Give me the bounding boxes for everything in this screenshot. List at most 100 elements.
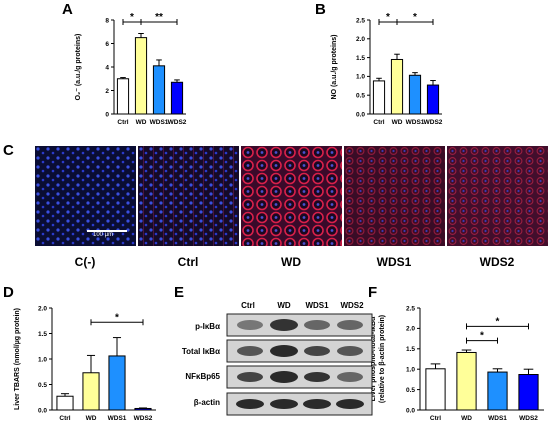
y-tick-label: 0.5	[406, 387, 415, 394]
blot-row-p-ikba: p-IκBα	[195, 322, 220, 331]
blot-row-nfkbp65: NFκBp65	[185, 372, 220, 381]
blot-row-total-ikba: Total IκBα	[181, 347, 220, 356]
category-label: Ctrl	[430, 415, 441, 422]
panel-letter-e: E	[174, 284, 185, 301]
y-tick-label: 1.0	[406, 367, 415, 374]
panel-letter-c: C	[3, 142, 14, 159]
bar-wd	[456, 351, 477, 411]
y-tick-label: 0.0	[38, 407, 47, 414]
bar-wd	[82, 372, 100, 411]
category-label: WDS2	[168, 119, 187, 126]
y-tick-label: 1.5	[38, 331, 47, 338]
y-tick-label: 1.0	[38, 356, 47, 363]
category-label: WD	[136, 119, 147, 126]
chart-d: 0.0 0.5 1.0 1.5 2.0 Liver TBARS (nmol/µg prot…	[14, 305, 156, 422]
bar-wd	[134, 37, 148, 115]
category-label: Ctrl	[117, 119, 128, 126]
bar-wds2	[518, 374, 539, 411]
chart-b: 0.0 0.5 1.0 1.5 2.0 2.5 NO (a.u./g proteins) Ct…	[331, 12, 443, 126]
y-tick-label: 2.0	[38, 305, 47, 312]
micro-svg-c-neg	[35, 146, 136, 246]
bar-wds2	[426, 84, 440, 115]
micro-label-ctrl: Ctrl	[177, 255, 199, 269]
category-label: WD	[86, 415, 97, 422]
category-label: Ctrl	[373, 119, 384, 126]
bar-ctrl	[425, 368, 446, 411]
bar-wds2	[134, 407, 152, 411]
panel-letter-a: A	[62, 1, 73, 18]
blot-lane-wd: WD	[277, 301, 291, 310]
micro-label-c-neg: C(-)	[74, 255, 96, 269]
micro-svg-wds1	[344, 146, 445, 246]
blot-row-b-actin: β-actin	[193, 398, 220, 407]
category-label: WDS2	[134, 415, 153, 422]
bar-wd	[390, 58, 404, 115]
micro-label-wds2: WDS2	[479, 255, 515, 269]
category-label: WD	[461, 415, 472, 422]
micro-image-wd	[241, 146, 342, 246]
y-tick-label: 0	[105, 111, 109, 118]
y-tick-label: 2.0	[356, 36, 365, 43]
bar-wds2	[170, 81, 184, 115]
category-label: WDS2	[424, 119, 443, 126]
chart-a: 0 2 4 6 8 O₂⁻ (a.u./g proteins) Ctrl WD WDS1 WDS2…	[75, 12, 187, 126]
scale-bar	[87, 230, 127, 232]
micro-image-c-neg: 100 µm	[35, 146, 136, 246]
significance-label: *	[386, 12, 390, 23]
y-tick-label: 2.5	[406, 305, 415, 312]
bar-ctrl	[372, 80, 386, 115]
y-tick-label: 0.0	[356, 111, 365, 118]
scale-bar-label: 100 µm	[93, 232, 114, 238]
micro-svg-wd	[241, 146, 342, 246]
y-tick-label: 1.5	[406, 346, 415, 353]
panel-letter-b: B	[315, 1, 326, 18]
y-axis-label: Liver phospho-/total-IκBα	[370, 316, 377, 402]
micro-svg-wds2	[447, 146, 548, 246]
y-tick-label: 0.5	[356, 93, 365, 100]
blot-lane-wds1: WDS1	[305, 301, 329, 310]
blot-lane-wds2: WDS2	[340, 301, 364, 310]
micro-label-wds1: WDS1	[376, 255, 412, 269]
micro-image-ctrl	[138, 146, 239, 246]
significance-label: **	[155, 12, 163, 23]
y-tick-label: 2.5	[356, 17, 365, 24]
y-axis-label: O₂⁻ (a.u./g proteins)	[75, 34, 82, 101]
blot-lane-ctrl: Ctrl	[241, 301, 255, 310]
significance-label: *	[480, 331, 484, 342]
y-axis-label: Liver TBARS (nmol/µg protein)	[14, 308, 21, 410]
chart-f: 0.0 0.5 1.0 1.5 2.0 2.5 Liver phospho-/total-I…	[370, 305, 544, 422]
western-blot	[226, 313, 373, 416]
category-label: WD	[392, 119, 403, 126]
y-tick-label: 2	[105, 88, 109, 95]
category-label: Ctrl	[59, 415, 70, 422]
y-tick-label: 0.5	[38, 382, 47, 389]
y-tick-label: 6	[105, 41, 109, 48]
bar-wds1	[108, 355, 126, 411]
significance-label: *	[496, 316, 500, 327]
y-tick-label: 0.0	[406, 407, 415, 414]
category-label: WDS1	[488, 415, 507, 422]
micro-image-wds1	[344, 146, 445, 246]
y-tick-label: 1.5	[356, 55, 365, 62]
y-tick-label: 2.0	[406, 326, 415, 333]
y-tick-label: 8	[105, 17, 109, 24]
micro-svg-ctrl	[138, 146, 239, 246]
y-tick-label: 1.0	[356, 74, 365, 81]
y-axis-label: NO (a.u./g proteins)	[331, 35, 338, 100]
category-label: WDS1	[108, 415, 127, 422]
bar-ctrl	[116, 78, 130, 115]
bar-wds1	[152, 65, 166, 115]
bar-wds1	[487, 371, 508, 411]
y-axis-label-2: (relative to β-actin protein)	[379, 315, 386, 403]
y-tick-label: 4	[105, 64, 109, 71]
micro-image-wds2	[447, 146, 548, 246]
category-label: WDS1	[406, 119, 425, 126]
category-label: WDS2	[519, 415, 538, 422]
micro-label-wd: WD	[281, 255, 301, 269]
significance-label: *	[413, 12, 417, 23]
bar-ctrl	[56, 395, 74, 411]
significance-label: *	[115, 312, 119, 323]
category-label: WDS1	[150, 119, 169, 126]
significance-label: *	[130, 12, 134, 23]
panel-letter-d: D	[3, 284, 14, 301]
